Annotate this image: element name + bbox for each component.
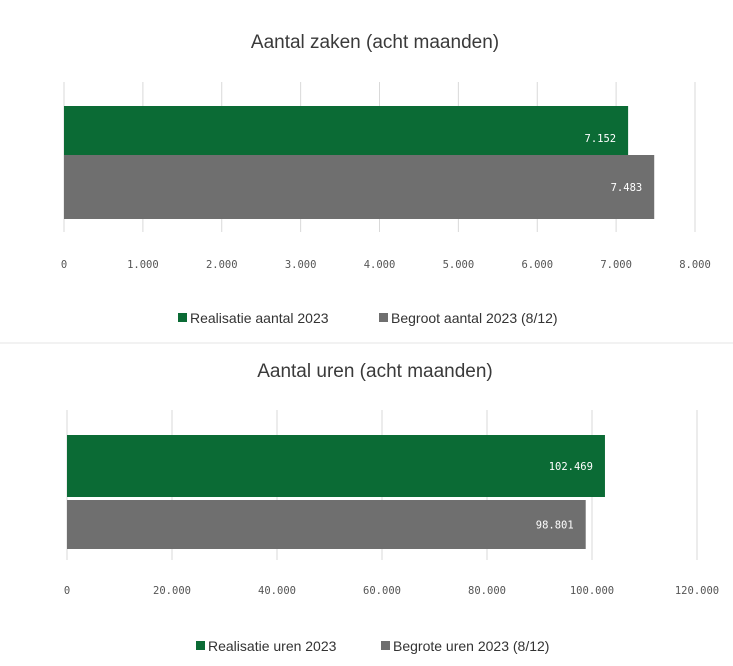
chart-title: Aantal uren (acht maanden) — [257, 361, 493, 382]
x-tick-label: 8.000 — [679, 259, 711, 271]
x-tick-label: 5.000 — [443, 259, 475, 271]
legend-swatch-begroot — [381, 641, 390, 650]
x-tick-label: 100.000 — [570, 585, 614, 597]
legend-swatch-begroot — [379, 313, 388, 322]
x-tick-label: 1.000 — [127, 259, 159, 271]
legend-label: Begrote uren 2023 (8/12) — [393, 638, 549, 654]
x-tick-label: 6.000 — [521, 259, 553, 271]
chart-title: Aantal zaken (acht maanden) — [251, 32, 499, 53]
legend-label: Realisatie uren 2023 — [208, 638, 337, 654]
legend-swatch-realisatie — [178, 313, 187, 322]
bar-realisatie — [67, 435, 605, 497]
x-tick-label: 7.000 — [600, 259, 632, 271]
x-tick-label: 2.000 — [206, 259, 238, 271]
x-tick-label: 3.000 — [285, 259, 317, 271]
x-tick-label: 0 — [64, 585, 70, 597]
data-label: 98.801 — [536, 520, 574, 532]
legend-swatch-realisatie — [196, 641, 205, 650]
bar-begroot — [67, 500, 586, 549]
x-tick-label: 20.000 — [153, 585, 191, 597]
x-tick-label: 60.000 — [363, 585, 401, 597]
bar-begroot — [64, 155, 655, 219]
x-tick-label: 80.000 — [468, 585, 506, 597]
chart-aantal-uren: Aantal uren (acht maanden) 0 20.000 40.000… — [64, 361, 719, 654]
x-tick-label: 4.000 — [364, 259, 396, 271]
x-tick-label: 120.000 — [675, 585, 719, 597]
legend-label: Begroot aantal 2023 (8/12) — [391, 310, 558, 326]
chart-aantal-zaken: Aantal zaken (acht maanden) 0 1.000 2.000 3… — [61, 32, 711, 326]
legend-label: Realisatie aantal 2023 — [190, 310, 329, 326]
x-tick-label: 0 — [61, 259, 67, 271]
x-tick-label: 40.000 — [258, 585, 296, 597]
data-label: 7.152 — [585, 133, 617, 145]
data-label: 102.469 — [549, 461, 593, 473]
data-label: 7.483 — [611, 182, 643, 194]
